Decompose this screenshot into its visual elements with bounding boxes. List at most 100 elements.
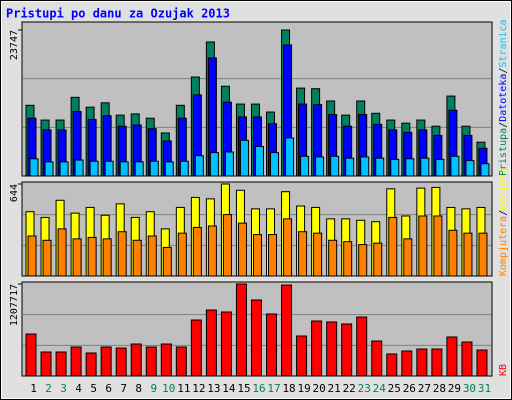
x-tick-label: 17 <box>267 382 280 395</box>
bar <box>254 145 264 177</box>
bar <box>104 160 114 177</box>
bar <box>25 333 37 377</box>
bar <box>252 234 262 277</box>
x-tick-label: 19 <box>297 382 310 395</box>
legend-entry: Datoteka <box>498 74 509 122</box>
bar <box>343 241 353 277</box>
bar <box>388 216 398 277</box>
bar <box>175 346 187 377</box>
bar <box>55 351 67 377</box>
legend-entry: Kompjutera <box>498 216 509 276</box>
bar <box>476 349 488 377</box>
y-tick-label: 644 <box>9 184 20 202</box>
bar <box>463 232 473 277</box>
legend: Pristupa/Datoteka/Stranica <box>498 19 509 176</box>
bar <box>162 246 172 277</box>
bar <box>285 137 295 177</box>
bar <box>134 161 144 177</box>
bar <box>102 238 112 277</box>
chart-title: Pristupi po danu za Ozujak 2013 <box>6 7 230 21</box>
x-tick-label: 25 <box>388 382 401 395</box>
legend-entry: Pristupa <box>498 128 509 176</box>
bar <box>418 215 428 277</box>
x-tick-label: 14 <box>222 382 236 395</box>
bar <box>224 151 234 177</box>
x-tick-label: 22 <box>343 382 356 395</box>
bar <box>85 352 97 377</box>
bar <box>40 351 52 377</box>
bar <box>115 347 127 377</box>
bar <box>283 218 293 277</box>
bar <box>326 321 338 377</box>
bar <box>268 234 278 277</box>
bar <box>209 152 219 177</box>
x-tick-label: 9 <box>150 382 157 395</box>
bar <box>448 229 458 277</box>
bar <box>42 239 52 277</box>
bar <box>315 156 325 177</box>
bar <box>100 346 112 377</box>
bar <box>358 244 368 277</box>
x-tick-label: 6 <box>105 382 112 395</box>
x-tick-label: 12 <box>192 382 205 395</box>
bar <box>478 232 488 277</box>
bar <box>177 232 187 277</box>
x-tick-label: 30 <box>463 382 476 395</box>
bar <box>239 139 249 177</box>
bar <box>461 341 473 377</box>
x-tick-label: 4 <box>75 382 82 395</box>
bar <box>117 231 127 277</box>
bar <box>313 232 323 277</box>
bar <box>371 340 383 377</box>
bar <box>266 313 278 377</box>
x-tick-label: 10 <box>162 382 175 395</box>
bar <box>194 155 204 177</box>
bar <box>235 283 247 377</box>
bar <box>44 161 54 177</box>
bar <box>237 222 247 277</box>
legend-entry: KB <box>498 364 509 376</box>
x-tick-label: 26 <box>403 382 416 395</box>
x-tick-label: 13 <box>207 382 220 395</box>
bar <box>296 335 308 377</box>
bar <box>446 336 458 377</box>
legend: Kompjutera/Posjeta <box>498 168 509 276</box>
bar <box>360 156 370 177</box>
x-tick-label: 24 <box>373 382 387 395</box>
legend-separator: / <box>498 210 509 216</box>
bar <box>311 320 323 377</box>
bar <box>300 155 310 177</box>
bar <box>345 157 355 177</box>
x-tick-label: 29 <box>448 382 461 395</box>
bar <box>401 350 413 377</box>
x-tick-label: 18 <box>282 382 295 395</box>
x-tick-label: 20 <box>313 382 326 395</box>
bar <box>390 158 400 177</box>
bar <box>87 236 97 277</box>
x-tick-label: 31 <box>478 382 491 395</box>
bar <box>431 348 443 377</box>
bar <box>433 215 443 277</box>
bar <box>89 160 99 177</box>
bar <box>149 160 159 177</box>
x-tick-label: 11 <box>177 382 190 395</box>
x-tick-label: 28 <box>433 382 446 395</box>
legend: KB <box>498 364 509 376</box>
bar <box>386 353 398 377</box>
bar <box>164 161 174 177</box>
bar <box>132 239 142 277</box>
x-tick-label: 2 <box>45 382 52 395</box>
bar <box>298 231 308 277</box>
bar <box>250 299 262 377</box>
x-tick-label: 23 <box>358 382 371 395</box>
bar <box>465 160 475 177</box>
bar <box>356 316 368 377</box>
bar <box>328 239 338 277</box>
bar <box>29 158 39 177</box>
bar <box>130 343 142 377</box>
legend-separator: / <box>498 122 509 128</box>
bar <box>373 242 383 277</box>
legend-entry: Stranica <box>498 19 509 67</box>
bar <box>480 163 490 177</box>
